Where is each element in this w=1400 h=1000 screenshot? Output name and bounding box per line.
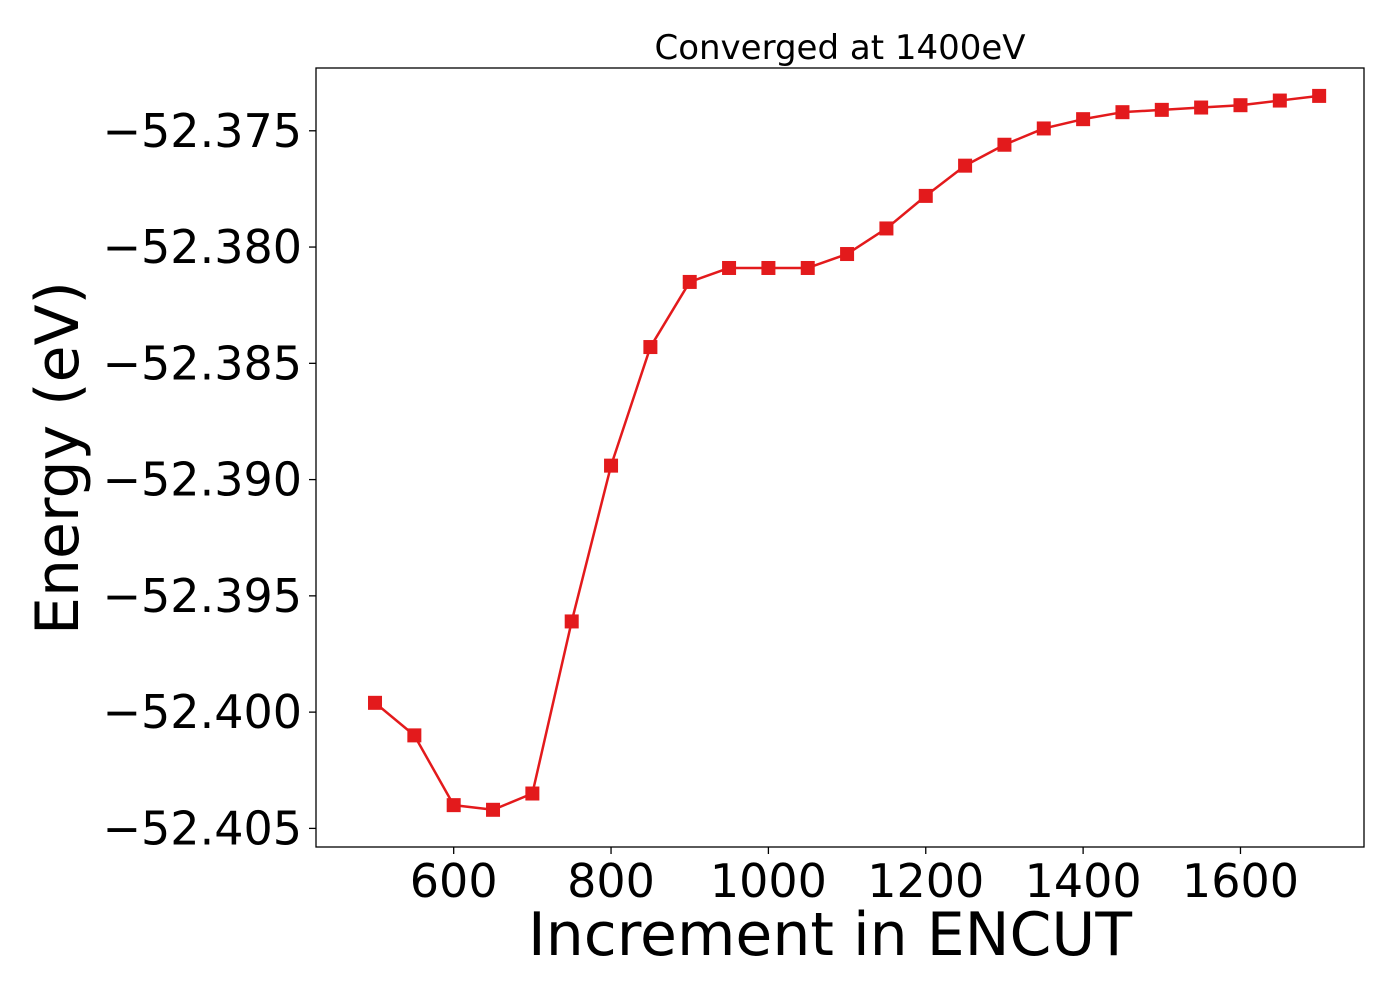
data-point bbox=[407, 728, 422, 743]
data-point bbox=[722, 260, 737, 275]
x-axis-title: Increment in ENCUT bbox=[528, 900, 1132, 970]
data-point bbox=[604, 458, 619, 473]
x-tick-label: 1600 bbox=[1182, 854, 1299, 908]
x-tick-label: 800 bbox=[567, 854, 655, 908]
data-point bbox=[1312, 88, 1327, 103]
y-tick-label: −52.375 bbox=[103, 104, 303, 158]
x-tick-label: 600 bbox=[410, 854, 498, 908]
y-tick-label: −52.380 bbox=[103, 220, 303, 274]
data-point bbox=[368, 695, 383, 710]
chart-title: Converged at 1400eV bbox=[654, 28, 1025, 68]
y-tick-label: −52.390 bbox=[103, 453, 303, 507]
data-point bbox=[1115, 105, 1130, 120]
data-point bbox=[682, 274, 697, 289]
y-axis-title: Energy (eV) bbox=[23, 281, 93, 635]
data-point bbox=[761, 260, 776, 275]
x-tick-label: 1400 bbox=[1025, 854, 1142, 908]
data-point bbox=[879, 221, 894, 236]
plot-frame bbox=[315, 67, 1365, 848]
y-tick-label: −52.405 bbox=[103, 801, 303, 855]
data-point bbox=[643, 340, 658, 355]
x-tick-label: 1000 bbox=[710, 854, 827, 908]
x-axis: 600 800 1000 1200 1400 1600 bbox=[410, 847, 1299, 908]
series-layer bbox=[368, 88, 1327, 817]
data-point bbox=[1036, 121, 1051, 136]
data-point bbox=[840, 247, 855, 262]
y-tick-label: −52.395 bbox=[103, 569, 303, 623]
series-line bbox=[374, 94, 1320, 812]
data-point bbox=[564, 614, 579, 629]
data-point bbox=[1194, 100, 1209, 115]
data-point bbox=[958, 158, 973, 173]
y-axis: −52.375 −52.380 −52.385 −52.390 −52.395 −52.4… bbox=[103, 104, 316, 855]
data-point bbox=[997, 137, 1012, 152]
data-point bbox=[1272, 93, 1287, 108]
data-point bbox=[1233, 98, 1248, 113]
data-point bbox=[1076, 112, 1091, 127]
data-point bbox=[918, 188, 933, 203]
data-point bbox=[1154, 102, 1169, 117]
data-point bbox=[525, 786, 540, 801]
x-tick-label: 1200 bbox=[867, 854, 984, 908]
y-tick-label: −52.400 bbox=[103, 685, 303, 739]
data-point bbox=[486, 802, 501, 817]
data-point bbox=[446, 798, 461, 813]
y-tick-label: −52.385 bbox=[103, 336, 303, 390]
data-point bbox=[800, 260, 815, 275]
